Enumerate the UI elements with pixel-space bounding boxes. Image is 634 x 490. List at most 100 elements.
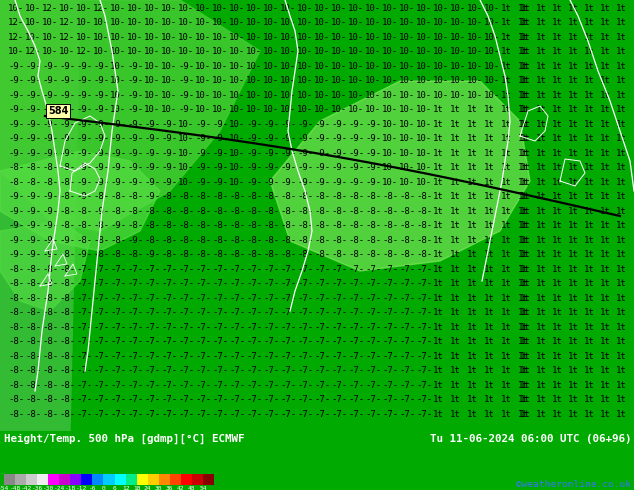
Text: 10-: 10-	[263, 47, 279, 56]
Text: 10-: 10-	[467, 3, 483, 13]
Text: 1t: 1t	[518, 163, 529, 172]
Text: 1t: 1t	[536, 221, 547, 230]
Text: 1t: 1t	[552, 410, 563, 418]
Text: -7-: -7-	[331, 279, 347, 288]
Text: -7-: -7-	[178, 381, 194, 390]
Text: -8-: -8-	[382, 221, 398, 230]
Text: 10-: 10-	[416, 32, 432, 42]
Text: -8-: -8-	[127, 192, 143, 201]
Text: -8-: -8-	[8, 163, 24, 172]
Text: 10-: 10-	[212, 18, 228, 27]
Text: 6: 6	[113, 486, 117, 490]
Text: 1t: 1t	[433, 120, 444, 128]
Text: 10-: 10-	[314, 76, 330, 85]
Text: 10-: 10-	[8, 3, 24, 13]
Text: -7-: -7-	[195, 395, 211, 404]
Text: 54: 54	[199, 486, 207, 490]
Text: 10-: 10-	[399, 91, 415, 99]
Text: 1t: 1t	[484, 177, 495, 187]
Text: 10-: 10-	[416, 105, 432, 114]
Text: 1t: 1t	[616, 18, 627, 27]
Text: -7-: -7-	[178, 337, 194, 346]
Text: 1t: 1t	[518, 105, 529, 114]
Text: 1t: 1t	[518, 322, 529, 332]
Text: -7-: -7-	[229, 322, 245, 332]
Text: -8-: -8-	[59, 366, 75, 375]
Text: 1t: 1t	[467, 351, 478, 361]
Text: 12-: 12-	[59, 18, 75, 27]
Text: -48: -48	[10, 486, 21, 490]
Text: 1t: 1t	[600, 120, 611, 128]
Text: -7-: -7-	[229, 265, 245, 273]
Text: 1t: 1t	[600, 91, 611, 99]
Text: 10-: 10-	[246, 76, 262, 85]
Text: -8-: -8-	[8, 294, 24, 302]
Text: -9-: -9-	[246, 134, 262, 143]
Text: -8-: -8-	[365, 221, 381, 230]
Text: -9-: -9-	[8, 105, 24, 114]
Text: 1t: 1t	[520, 105, 531, 114]
Text: -7-: -7-	[348, 337, 364, 346]
Text: 1t: 1t	[501, 105, 512, 114]
Text: 1t: 1t	[433, 206, 444, 216]
Text: 10-: 10-	[110, 62, 126, 71]
Text: 1t: 1t	[467, 177, 478, 187]
Text: -9-: -9-	[76, 91, 92, 99]
Text: -7-: -7-	[161, 279, 177, 288]
Text: -7-: -7-	[263, 395, 279, 404]
Text: 1t: 1t	[568, 221, 579, 230]
Text: -8-: -8-	[144, 206, 160, 216]
Text: -9-: -9-	[297, 148, 313, 157]
Text: -7-: -7-	[416, 279, 432, 288]
Text: 1t: 1t	[467, 366, 478, 375]
Text: 1t: 1t	[484, 410, 495, 418]
Text: -8-: -8-	[382, 206, 398, 216]
Text: 1t: 1t	[450, 163, 461, 172]
Text: -7-: -7-	[365, 351, 381, 361]
Text: -7-: -7-	[127, 308, 143, 317]
Text: -7-: -7-	[416, 351, 432, 361]
Text: 1t: 1t	[600, 381, 611, 390]
Text: 1t: 1t	[552, 192, 563, 201]
Text: -7-: -7-	[93, 308, 109, 317]
Text: 1t: 1t	[568, 294, 579, 302]
Text: 1t: 1t	[552, 32, 563, 42]
Text: -7-: -7-	[144, 308, 160, 317]
Text: 1t: 1t	[433, 308, 444, 317]
Text: 1t: 1t	[536, 18, 547, 27]
Text: -7-: -7-	[331, 265, 347, 273]
Text: -7-: -7-	[348, 322, 364, 332]
Text: 1t: 1t	[450, 192, 461, 201]
Text: 10-: 10-	[399, 163, 415, 172]
Text: -8-: -8-	[59, 206, 75, 216]
Text: -8-: -8-	[42, 294, 58, 302]
Text: 1t: 1t	[536, 32, 547, 42]
Text: -7-: -7-	[297, 337, 313, 346]
Text: 10-: 10-	[127, 47, 143, 56]
Bar	[181, 474, 192, 485]
Text: -7-: -7-	[331, 395, 347, 404]
Text: -9-: -9-	[365, 163, 381, 172]
Text: 1t: 1t	[520, 322, 531, 332]
Text: -9-: -9-	[280, 148, 296, 157]
Text: -7-: -7-	[399, 366, 415, 375]
Text: -8-: -8-	[42, 279, 58, 288]
Text: -7-: -7-	[416, 366, 432, 375]
Text: 1t: 1t	[520, 91, 531, 99]
Text: 10-: 10-	[331, 47, 347, 56]
Text: 10-: 10-	[450, 62, 466, 71]
Text: 1t: 1t	[520, 62, 531, 71]
Text: -7-: -7-	[365, 265, 381, 273]
Text: 10-: 10-	[127, 32, 143, 42]
Text: -9-: -9-	[144, 134, 160, 143]
Text: 1t: 1t	[568, 337, 579, 346]
Text: -8-: -8-	[42, 308, 58, 317]
Text: -8-: -8-	[25, 308, 41, 317]
Text: 10-: 10-	[348, 32, 364, 42]
Text: 1t: 1t	[600, 221, 611, 230]
Text: 1t: 1t	[552, 236, 563, 245]
Text: 1t: 1t	[484, 395, 495, 404]
Text: 10-: 10-	[195, 18, 211, 27]
Text: -7-: -7-	[297, 322, 313, 332]
Text: 10-: 10-	[212, 91, 228, 99]
